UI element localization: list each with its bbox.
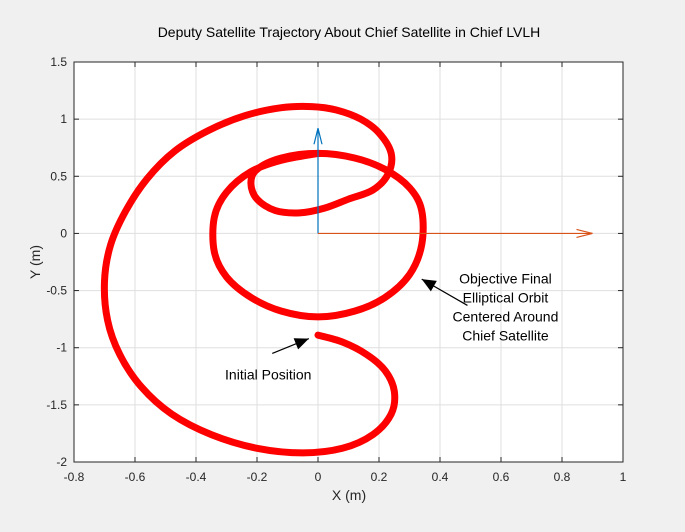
plot-area (74, 62, 623, 462)
x-tick-label: -0.4 (186, 470, 207, 484)
vector-arrowhead (313, 128, 323, 145)
x-tick-label: -0.6 (125, 470, 146, 484)
x-tick-label: 1 (620, 470, 627, 484)
y-tick-label: 1 (60, 112, 67, 126)
trajectory-line (100, 102, 427, 457)
y-tick-label: 1.5 (50, 55, 67, 69)
y-tick-label: -1 (56, 341, 67, 355)
trajectory (100, 102, 427, 457)
x-tick-label: 0 (315, 470, 322, 484)
y-tick-label: -1.5 (46, 398, 67, 412)
x-axis-label: X (m) (332, 487, 366, 503)
x-tick-label: 0.4 (432, 470, 449, 484)
annotations: Objective Final Elliptical Orbit Centered … (225, 270, 558, 382)
x-tick-label: 0.8 (554, 470, 571, 484)
y-tick-label: 0.5 (50, 169, 67, 183)
y-axis-label: Y (m) (27, 245, 43, 279)
vector-arrowhead (576, 228, 593, 239)
x-tick-label: -0.2 (247, 470, 268, 484)
x-tick-label: 0.6 (493, 470, 510, 484)
y-tick-label: -2 (56, 455, 67, 469)
lvlh-axes (313, 128, 593, 239)
annotation-arrowhead-objective (421, 279, 437, 292)
annotation-text-objective: Elliptical Orbit (463, 289, 549, 305)
annotation-text-objective: Chief Satellite (462, 327, 549, 343)
annotation-arrowhead-initial (293, 338, 309, 350)
annotation-text-objective: Centered Around (453, 308, 559, 324)
chart-title: Deputy Satellite Trajectory About Chief … (158, 24, 541, 40)
plot-frame (73, 61, 624, 463)
y-tick-label: 0 (60, 226, 67, 240)
axis-ticks: -0.8 -0.6 -0.4 -0.2 0 0.2 0.4 0.6 0.8 1 -2 -1.5 -1 -0… (46, 55, 626, 484)
x-tick-label: 0.2 (371, 470, 388, 484)
annotation-text-initial: Initial Position (225, 366, 311, 382)
x-tick-label: -0.8 (64, 470, 85, 484)
y-tick-label: -0.5 (46, 284, 67, 298)
annotation-text-objective: Objective Final (459, 270, 552, 286)
